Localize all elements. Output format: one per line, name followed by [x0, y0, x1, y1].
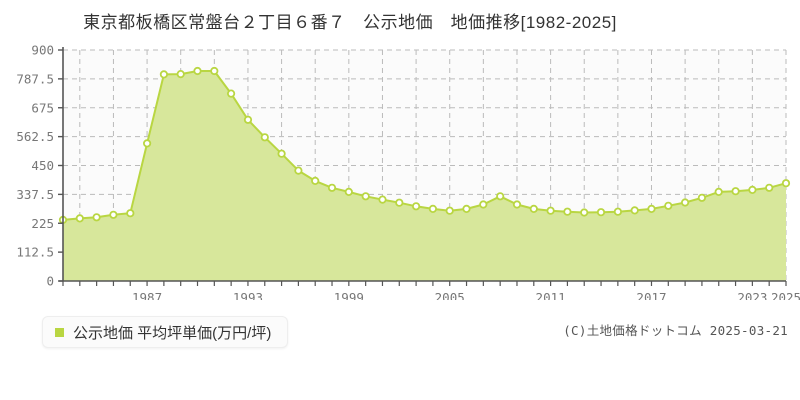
data-point[interactable] [344, 187, 353, 196]
data-point[interactable] [260, 133, 269, 142]
data-point[interactable] [731, 187, 740, 196]
x-tick-label: 2017 [636, 290, 666, 300]
data-point[interactable] [243, 115, 253, 124]
data-point[interactable] [596, 208, 606, 217]
data-point[interactable] [294, 166, 303, 175]
data-point[interactable] [159, 70, 168, 79]
plot-area: 0 112.5 225 337.5 450 562.5 675 787.5 900 1987 19… [0, 40, 800, 301]
data-point[interactable] [227, 89, 236, 98]
x-tick-label: 2025 [771, 290, 800, 300]
y-tick-label: 337.5 [16, 187, 54, 202]
data-point[interactable] [529, 204, 538, 213]
data-point[interactable] [411, 202, 421, 211]
data-point[interactable] [748, 185, 757, 194]
data-point[interactable] [664, 201, 673, 210]
data-point[interactable] [277, 149, 286, 158]
y-tick-label: 900 [31, 43, 54, 58]
data-point[interactable] [210, 66, 219, 76]
legend-swatch-icon [55, 327, 64, 337]
data-point[interactable] [109, 210, 118, 219]
y-axis-tick-labels: 0 112.5 225 337.5 450 562.5 675 787.5 900 [16, 43, 54, 289]
data-point[interactable] [647, 204, 656, 213]
area-fill [63, 71, 786, 281]
y-tick-label: 675 [31, 100, 54, 115]
data-point[interactable] [428, 204, 437, 213]
copyright-credit: (C)土地価格ドットコム 2025-03-21 [563, 323, 788, 338]
data-point[interactable] [479, 200, 488, 209]
y-tick-label: 112.5 [16, 245, 54, 260]
data-point[interactable] [445, 206, 454, 215]
x-tick-label: 1987 [132, 290, 162, 300]
legend: 公示地価 平均坪単価(万円/坪) [42, 316, 289, 348]
data-point[interactable] [580, 208, 589, 217]
y-tick-label: 787.5 [16, 71, 54, 86]
data-point[interactable] [714, 187, 723, 196]
data-point[interactable] [75, 214, 84, 223]
data-point[interactable] [630, 206, 639, 215]
x-tick-label: 2005 [435, 290, 465, 300]
data-point[interactable] [395, 198, 404, 207]
data-point[interactable] [462, 204, 471, 213]
data-point[interactable] [781, 179, 791, 188]
data-point[interactable] [546, 206, 555, 215]
data-point[interactable] [311, 176, 320, 185]
legend-label: 公示地価 平均坪単価(万円/坪) [73, 324, 272, 342]
x-axis-tick-labels: 1987 1993 1999 2005 2011 2017 2023 2025 [132, 290, 800, 300]
data-point[interactable] [613, 207, 623, 216]
x-tick-label: 1993 [233, 290, 263, 300]
data-point[interactable] [563, 207, 572, 216]
data-point[interactable] [126, 209, 135, 218]
data-point[interactable] [143, 139, 152, 148]
y-tick-label: 225 [31, 216, 54, 231]
data-point[interactable] [496, 192, 505, 201]
data-point[interactable] [176, 69, 185, 79]
data-point[interactable] [512, 200, 522, 209]
chart-title: 東京都板橋区常盤台２丁目６番７ 公示地価 地価推移[1982-2025] [83, 13, 617, 32]
axes [58, 47, 787, 286]
y-tick-label: 450 [31, 158, 54, 173]
data-point[interactable] [193, 66, 202, 76]
x-tick-label: 1999 [334, 290, 364, 300]
x-tick-label: 2023 [737, 290, 767, 300]
data-point[interactable] [361, 192, 370, 201]
data-point[interactable] [327, 183, 337, 192]
data-point[interactable] [378, 195, 387, 204]
y-tick-label: 0 [46, 274, 54, 289]
x-tick-label: 2011 [536, 290, 566, 300]
data-point[interactable] [765, 183, 774, 192]
data-point[interactable] [680, 198, 690, 207]
data-markers[interactable] [58, 66, 791, 224]
y-tick-label: 562.5 [16, 129, 54, 144]
data-point[interactable] [697, 193, 707, 202]
data-point[interactable] [92, 213, 101, 222]
